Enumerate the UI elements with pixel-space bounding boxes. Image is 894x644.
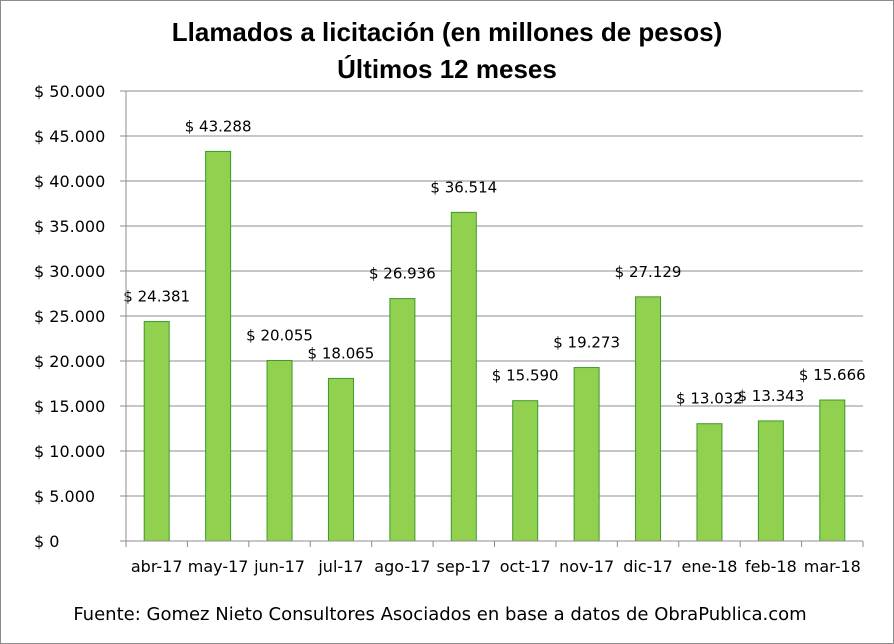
bar-nov-17 (573, 367, 600, 542)
bar-abr-17 (143, 321, 170, 542)
y-tick-label: $ 25.000 (34, 307, 105, 326)
data-labels: $ 24.381 $ 43.288 $ 20.055$ 18.065 $ 26.936… (123, 117, 865, 407)
chart-subtitle: Últimos 12 meses (337, 54, 557, 84)
x-tick-label: dic-17 (623, 557, 673, 576)
data-label: $ 13.032 (676, 390, 743, 408)
data-label: $ 18.065 (308, 344, 375, 362)
bar-may-17 (205, 150, 232, 542)
x-axis-ticks: abr-17 may-17 jun-17 jul-17 ago-17 sep-17 oct-… (125, 541, 864, 576)
data-label: $ 36.514 (430, 178, 497, 196)
y-tick-label: $ 40.000 (34, 172, 105, 191)
data-label: $ 19.273 (553, 334, 620, 352)
x-tick-label: ene-18 (681, 557, 737, 576)
data-label: $ 15.666 (799, 366, 866, 384)
bar-dic-17 (635, 296, 662, 542)
x-tick-label: jul-17 (317, 557, 363, 576)
y-tick-label: $ 0 (34, 532, 59, 551)
bar-oct-17 (512, 400, 539, 542)
y-tick-label: $ 15.000 (34, 397, 105, 416)
bar-sep-17 (450, 211, 477, 542)
bar-jun-17 (266, 360, 293, 542)
y-tick-label: $ 35.000 (34, 217, 105, 236)
y-tick-label: $ 20.000 (34, 352, 105, 371)
data-label: $ 26.936 (369, 265, 436, 283)
x-tick-label: ago-17 (374, 557, 430, 576)
x-tick-label: abr-17 (131, 557, 183, 576)
bar-feb-18 (757, 420, 784, 542)
bar-jul-17 (327, 377, 354, 542)
data-label: $ 24.381 (123, 288, 190, 306)
x-tick-label: mar-18 (804, 557, 861, 576)
bar-ago-17 (389, 298, 416, 542)
y-tick-label: $ 50.000 (34, 82, 105, 101)
y-tick-label: $ 30.000 (34, 262, 105, 281)
data-label: $ 20.055 (246, 327, 313, 345)
source-note: Fuente: Gomez Nieto Consultores Asociado… (73, 604, 806, 625)
chart-title: Llamados a licitación (en millones de pe… (172, 17, 722, 47)
gridlines (126, 90, 863, 497)
x-tick-label: nov-17 (559, 557, 614, 576)
data-label: $ 15.590 (492, 367, 559, 385)
x-tick-label: sep-17 (437, 557, 491, 576)
y-tick-label: $ 10.000 (34, 442, 105, 461)
x-tick-label: oct-17 (500, 557, 551, 576)
y-axis-ticks: $ 0 $ 5.000 $ 10.000 $ 15.000 $ 20.000 $ 25.0… (34, 82, 126, 551)
bar-mar-18 (819, 399, 846, 542)
y-tick-label: $ 45.000 (34, 127, 105, 146)
data-label: $ 13.343 (737, 387, 804, 405)
data-label: $ 43.288 (185, 117, 252, 135)
x-tick-label: jun-17 (253, 557, 305, 576)
x-tick-label: may-17 (188, 557, 249, 576)
bars (143, 150, 846, 542)
y-tick-label: $ 5.000 (34, 487, 95, 506)
x-tick-label: feb-18 (745, 557, 797, 576)
bar-ene-18 (696, 423, 723, 542)
data-label: $ 27.129 (615, 263, 682, 281)
